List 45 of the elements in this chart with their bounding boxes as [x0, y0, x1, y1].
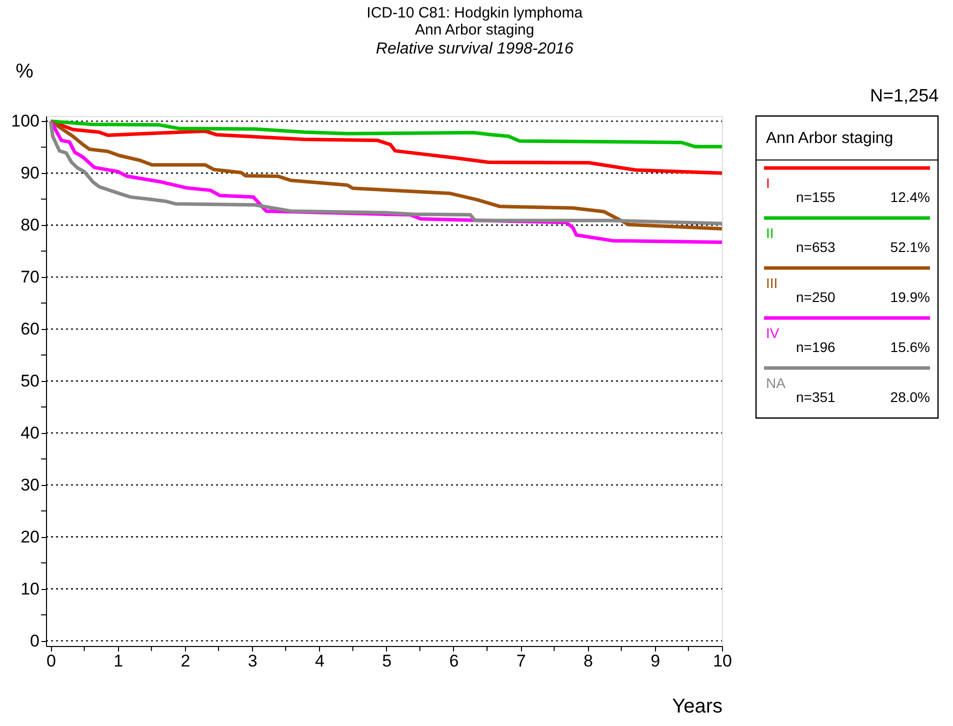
x-tick-label: 6 [449, 652, 459, 670]
x-axis-title: Years [672, 696, 722, 718]
y-tick-label: 80 [20, 216, 40, 235]
text: n=196 [796, 339, 836, 355]
text: n=653 [796, 239, 836, 255]
y-tick-label: 50 [20, 372, 40, 390]
text: II [766, 225, 774, 241]
text: NA [766, 375, 786, 391]
x-tick-label: 3 [248, 652, 258, 670]
legend-title: Ann Arbor staging [766, 130, 894, 147]
text: 19.9% [890, 289, 930, 305]
x-tick-label: 2 [180, 652, 190, 670]
line-series [48, 119, 724, 148]
x-tick-label: 9 [650, 652, 660, 670]
text: n=250 [796, 289, 836, 305]
text: 28.0% [890, 389, 930, 405]
y-axis-title: % [16, 60, 34, 82]
text: III [766, 275, 778, 291]
y-tick-label: 60 [20, 320, 40, 339]
text: Ann Arbor staging [414, 22, 534, 38]
y-tick-label: 90 [20, 164, 40, 183]
x-tick-label: 10 [713, 652, 732, 670]
y-tick-label: 70 [20, 268, 40, 287]
y-tick-label: 40 [20, 423, 40, 442]
text: 12.4% [890, 189, 930, 205]
x-tick-label: 7 [516, 652, 526, 670]
text: I [766, 175, 770, 191]
text: ICD-10 C81: Hodgkin lymphoma [366, 4, 583, 22]
y-tick-label: 10 [20, 579, 40, 598]
x-tick-label: 1 [114, 652, 124, 670]
y-tick-label: 20 [20, 527, 40, 546]
x-tick-label: 0 [46, 652, 56, 670]
text: n=351 [796, 389, 836, 405]
x-tick-label: 8 [584, 652, 593, 670]
y-tick-label: 100 [11, 112, 40, 131]
y-tick-label: 30 [20, 475, 40, 494]
x-tick-label: 4 [314, 652, 324, 670]
text: IV [766, 325, 780, 341]
text: 15.6% [890, 339, 930, 355]
text: n=155 [796, 189, 836, 205]
text: 52.1% [890, 239, 930, 255]
chart-subtitle: Relative survival 1998-2016 [376, 40, 574, 58]
x-tick-label: 5 [382, 652, 392, 670]
text: N=1,254 [870, 85, 939, 106]
y-tick-label: 0 [30, 631, 40, 650]
